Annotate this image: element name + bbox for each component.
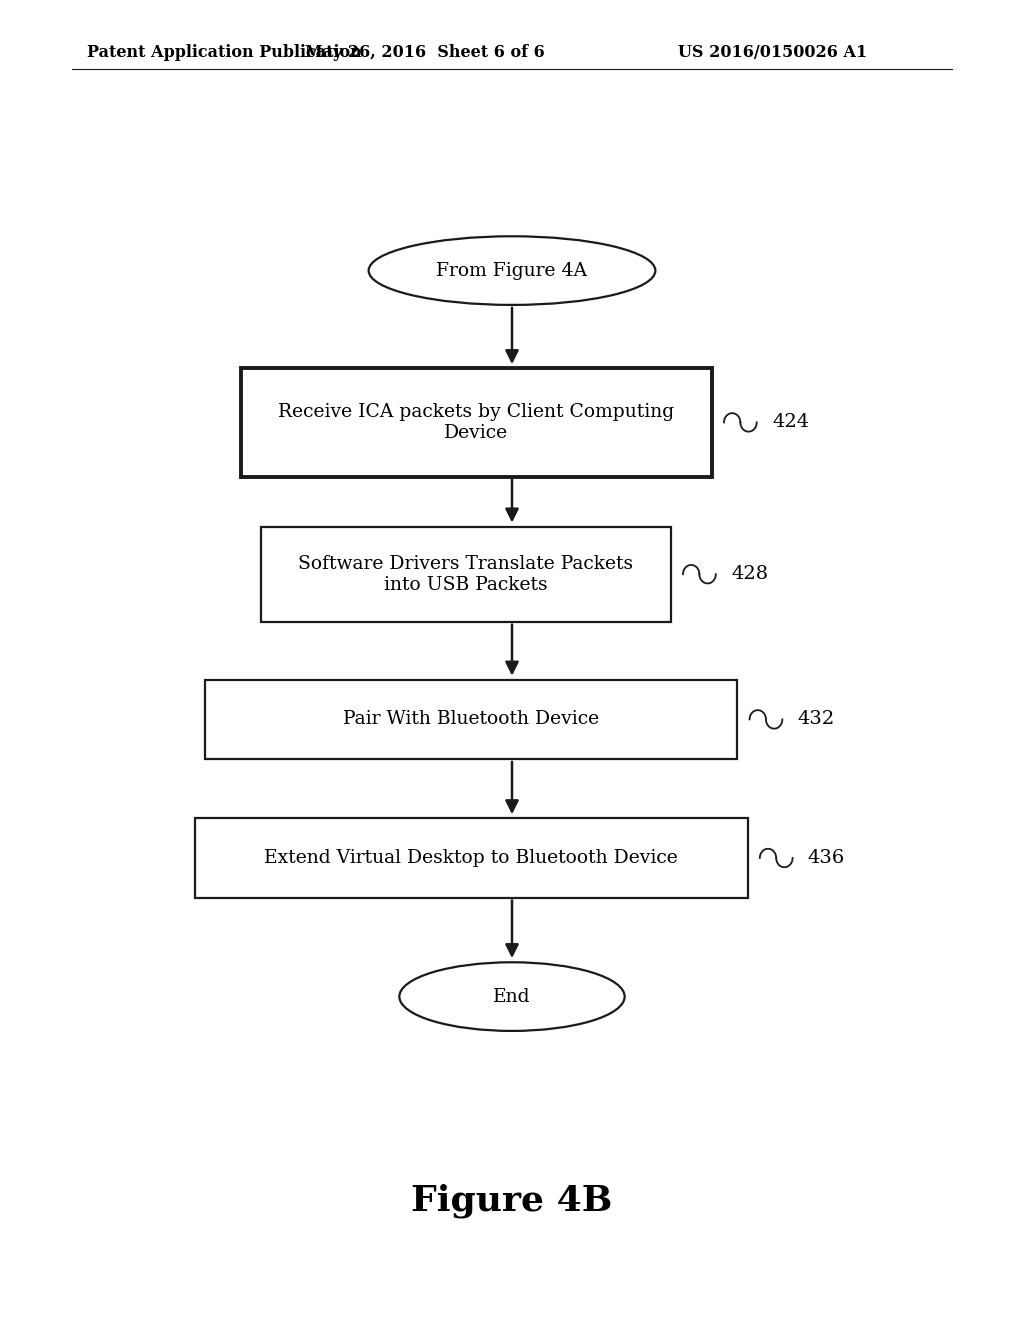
Ellipse shape [399, 962, 625, 1031]
Text: US 2016/0150026 A1: US 2016/0150026 A1 [679, 45, 867, 61]
FancyBboxPatch shape [195, 818, 748, 898]
Text: 428: 428 [731, 565, 768, 583]
Text: Pair With Bluetooth Device: Pair With Bluetooth Device [343, 710, 599, 729]
Text: May 26, 2016  Sheet 6 of 6: May 26, 2016 Sheet 6 of 6 [305, 45, 545, 61]
Text: Receive ICA packets by Client Computing
Device: Receive ICA packets by Client Computing … [279, 403, 674, 442]
FancyBboxPatch shape [261, 527, 671, 622]
Text: Figure 4B: Figure 4B [412, 1184, 612, 1218]
FancyBboxPatch shape [205, 680, 737, 759]
Text: 424: 424 [772, 413, 809, 432]
Ellipse shape [369, 236, 655, 305]
Text: Software Drivers Translate Packets
into USB Packets: Software Drivers Translate Packets into … [298, 554, 634, 594]
FancyBboxPatch shape [241, 368, 712, 477]
Text: 432: 432 [798, 710, 835, 729]
Text: Patent Application Publication: Patent Application Publication [87, 45, 361, 61]
Text: From Figure 4A: From Figure 4A [436, 261, 588, 280]
Text: End: End [494, 987, 530, 1006]
Text: 436: 436 [808, 849, 845, 867]
Text: Extend Virtual Desktop to Bluetooth Device: Extend Virtual Desktop to Bluetooth Devi… [264, 849, 678, 867]
